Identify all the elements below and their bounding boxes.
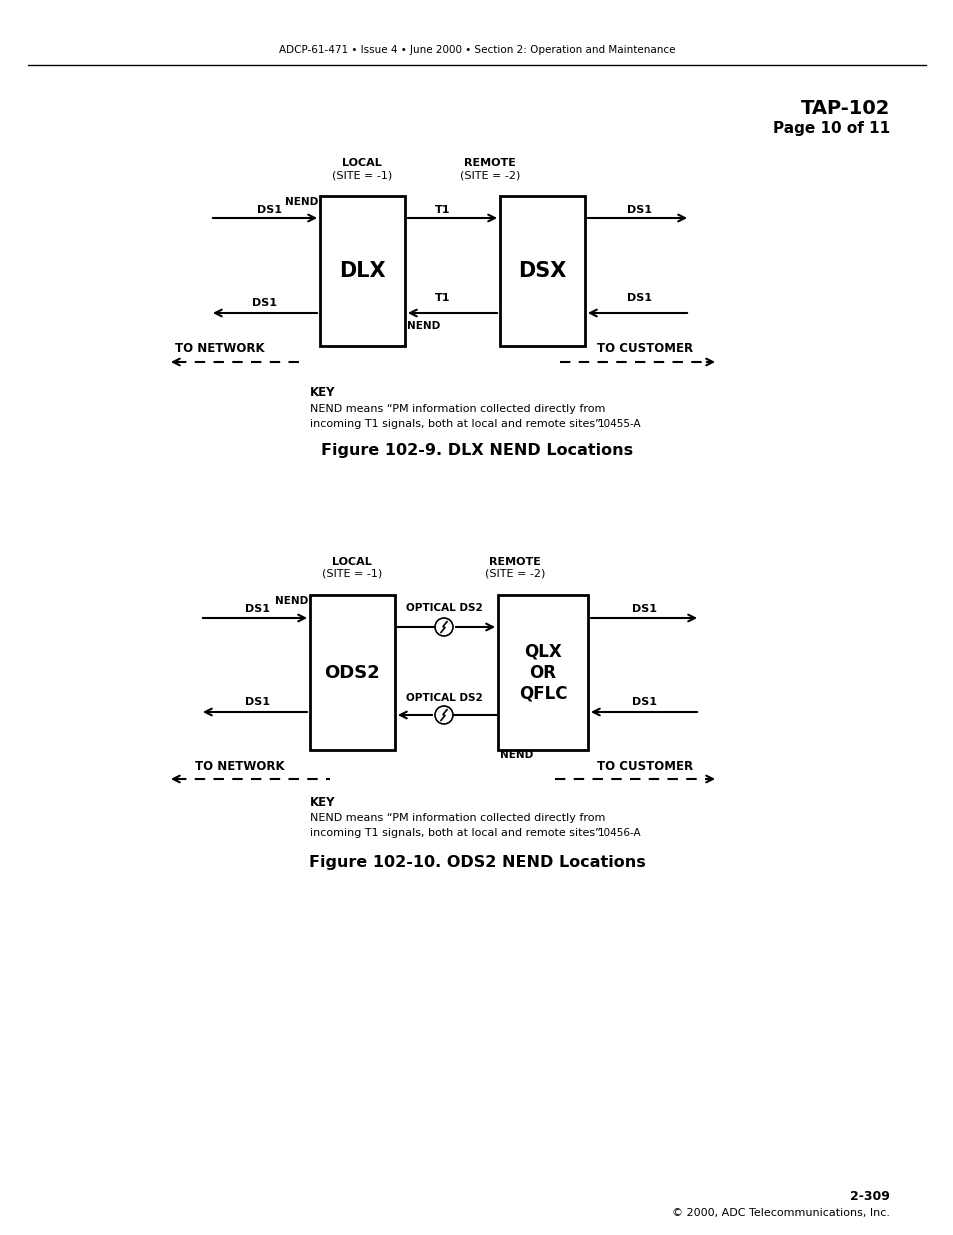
- Text: OPTICAL DS2: OPTICAL DS2: [405, 693, 482, 703]
- Text: NEND means “PM information collected directly from: NEND means “PM information collected dir…: [310, 404, 605, 414]
- Text: LOCAL: LOCAL: [332, 557, 372, 567]
- Text: REMOTE: REMOTE: [463, 158, 516, 168]
- Text: ODS2: ODS2: [324, 663, 380, 682]
- Text: REMOTE: REMOTE: [489, 557, 540, 567]
- Text: NEND: NEND: [274, 597, 308, 606]
- Text: TO NETWORK: TO NETWORK: [175, 342, 265, 356]
- Text: DS1: DS1: [257, 205, 282, 215]
- Text: (SITE = -2): (SITE = -2): [484, 569, 544, 579]
- Text: DS1: DS1: [632, 697, 657, 706]
- Bar: [310, 595, 395, 750]
- Text: T1: T1: [435, 293, 450, 303]
- Text: DS1: DS1: [253, 298, 277, 308]
- Text: NEND: NEND: [407, 321, 439, 331]
- Text: (SITE = -2): (SITE = -2): [459, 170, 519, 180]
- Text: DS1: DS1: [245, 697, 271, 706]
- Text: NEND: NEND: [499, 750, 533, 760]
- Text: TO CUSTOMER: TO CUSTOMER: [597, 760, 692, 773]
- Text: (SITE = -1): (SITE = -1): [332, 170, 392, 180]
- Text: © 2000, ADC Telecommunications, Inc.: © 2000, ADC Telecommunications, Inc.: [671, 1208, 889, 1218]
- Text: 10456-A: 10456-A: [598, 827, 641, 839]
- Text: DS1: DS1: [627, 205, 652, 215]
- Bar: [497, 595, 587, 750]
- Text: OPTICAL DS2: OPTICAL DS2: [405, 603, 482, 613]
- Text: NEND: NEND: [284, 198, 317, 207]
- Text: LOCAL: LOCAL: [342, 158, 381, 168]
- Text: (SITE = -1): (SITE = -1): [321, 569, 382, 579]
- Text: T1: T1: [435, 205, 450, 215]
- Text: TO CUSTOMER: TO CUSTOMER: [597, 342, 692, 356]
- Text: DS1: DS1: [245, 604, 271, 614]
- Text: DLX: DLX: [339, 261, 385, 282]
- Text: TAP-102: TAP-102: [800, 99, 889, 117]
- Text: Figure 102-10. ODS2 NEND Locations: Figure 102-10. ODS2 NEND Locations: [309, 855, 644, 869]
- Text: 10455-A: 10455-A: [598, 419, 641, 429]
- Text: QLX
OR
QFLC: QLX OR QFLC: [518, 642, 567, 703]
- Text: TO NETWORK: TO NETWORK: [195, 760, 285, 773]
- Bar: [319, 196, 405, 346]
- Text: Page 10 of 11: Page 10 of 11: [772, 121, 889, 136]
- Text: incoming T1 signals, both at local and remote sites”.: incoming T1 signals, both at local and r…: [310, 419, 604, 429]
- Text: Figure 102-9. DLX NEND Locations: Figure 102-9. DLX NEND Locations: [320, 442, 633, 457]
- Text: DS1: DS1: [627, 293, 652, 303]
- Text: DS1: DS1: [632, 604, 657, 614]
- Text: incoming T1 signals, both at local and remote sites”.: incoming T1 signals, both at local and r…: [310, 827, 604, 839]
- Text: DSX: DSX: [517, 261, 566, 282]
- Bar: [499, 196, 584, 346]
- Text: NEND means “PM information collected directly from: NEND means “PM information collected dir…: [310, 813, 605, 823]
- Text: 2-309: 2-309: [849, 1191, 889, 1203]
- Text: KEY: KEY: [310, 387, 335, 399]
- Text: ADCP-61-471 • Issue 4 • June 2000 • Section 2: Operation and Maintenance: ADCP-61-471 • Issue 4 • June 2000 • Sect…: [278, 44, 675, 56]
- Text: KEY: KEY: [310, 795, 335, 809]
